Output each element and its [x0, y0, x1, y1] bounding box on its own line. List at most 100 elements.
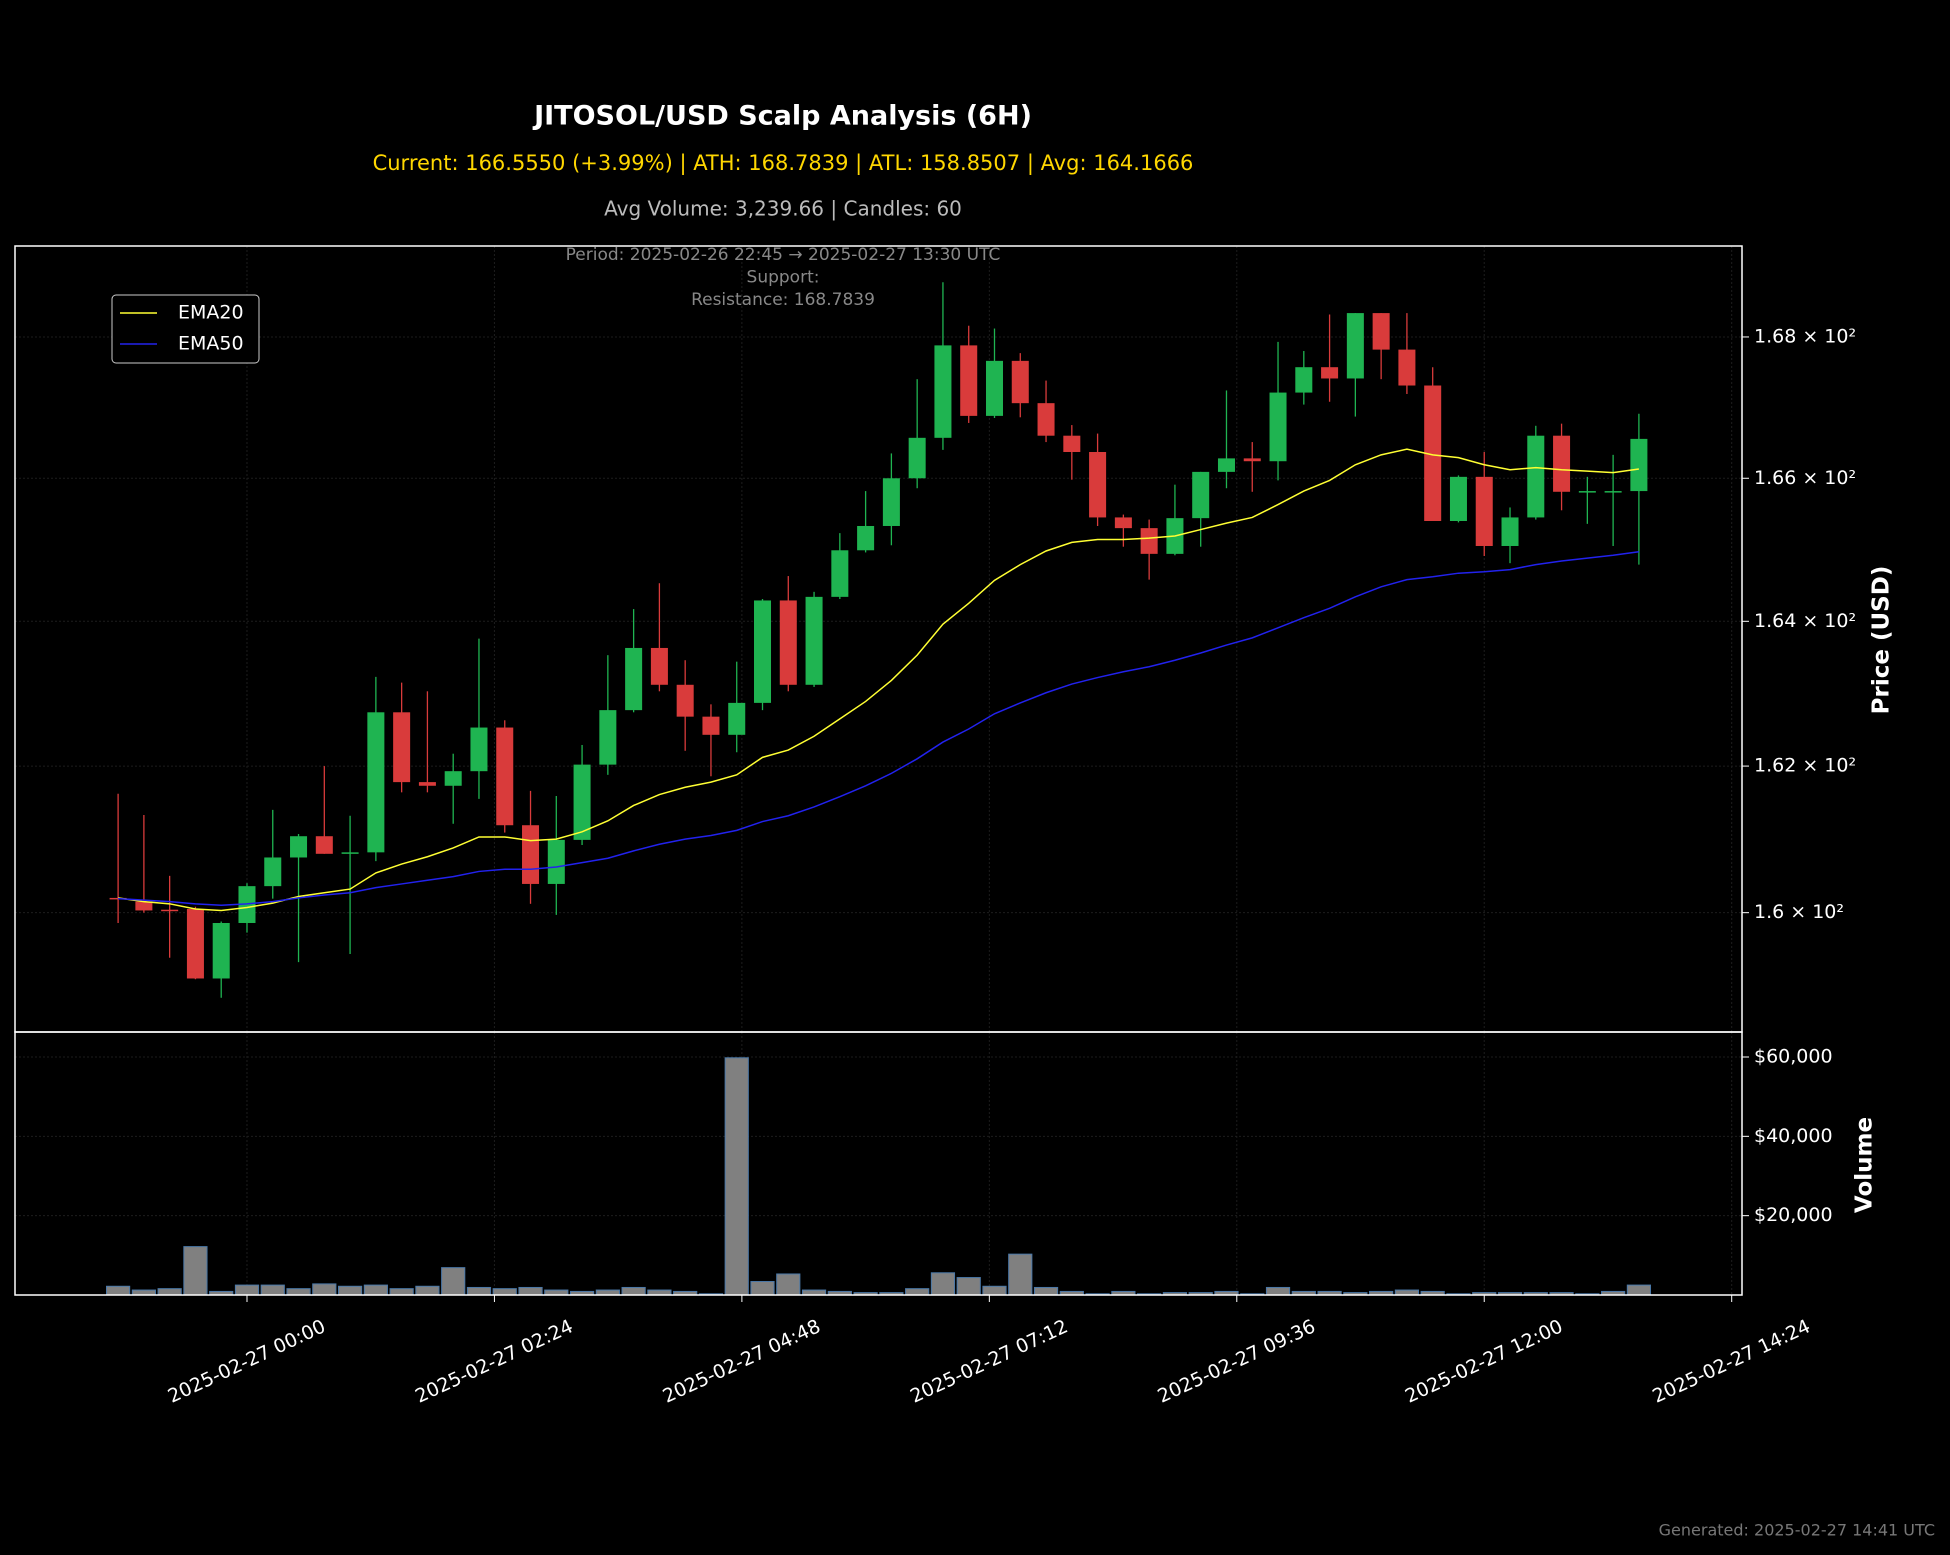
- candle-body: [1578, 491, 1596, 493]
- volume-bar: [724, 1057, 749, 1296]
- annotation: Support:: [747, 268, 820, 288]
- candle-body: [1398, 349, 1416, 386]
- candle-body: [315, 836, 333, 854]
- candle-body: [367, 712, 385, 853]
- y-tick-label: 1.64 × 10²: [1754, 610, 1856, 632]
- candle-body: [393, 712, 411, 783]
- volume-bar: [183, 1246, 208, 1296]
- y-tick-label: 1.68 × 10²: [1754, 325, 1856, 347]
- subtitle-2: Avg Volume: 3,239.66 | Candles: 60: [604, 197, 962, 221]
- legend-label: EMA50: [178, 333, 244, 355]
- annotation: Resistance: 168.7839: [691, 290, 875, 310]
- candle-body: [444, 771, 462, 786]
- candle-body: [985, 360, 1003, 416]
- annotation: Period: 2025-02-26 22:45 → 2025-02-27 13…: [566, 245, 1001, 265]
- y-tick-label: $40,000: [1754, 1125, 1833, 1147]
- candle-body: [1424, 385, 1442, 521]
- y-tick-label: $20,000: [1754, 1204, 1833, 1226]
- candle-body: [1604, 491, 1622, 493]
- candle-body: [831, 550, 849, 597]
- subtitle: Current: 166.5550 (+3.99%) | ATH: 168.78…: [373, 151, 1194, 176]
- volume-bar: [621, 1286, 646, 1296]
- volume-bar: [1033, 1286, 1059, 1296]
- volume-bar: [750, 1281, 775, 1296]
- legend-box: [111, 294, 260, 364]
- volume-bar: [286, 1288, 311, 1296]
- candle-body: [934, 345, 952, 438]
- chart-title: JITOSOL/USD Scalp Analysis (6H): [532, 101, 1032, 132]
- candle-body: [212, 922, 230, 979]
- candle-body: [1295, 367, 1313, 393]
- volume-frame: [14, 1031, 1743, 1296]
- candle-body: [290, 836, 308, 858]
- candle-body: [650, 647, 668, 685]
- volume-bar: [492, 1288, 517, 1296]
- volume-bar: [415, 1285, 440, 1296]
- candle-body: [1553, 435, 1571, 492]
- candle-body: [960, 345, 978, 416]
- candle-body: [238, 886, 256, 923]
- candle-body: [1089, 451, 1107, 518]
- candle-body: [1630, 438, 1648, 492]
- candle-body: [599, 710, 617, 765]
- candle-body: [1063, 435, 1081, 452]
- candle-body: [1372, 313, 1390, 350]
- y-tick-label: 1.62 × 10²: [1754, 755, 1856, 777]
- candle-body: [135, 901, 153, 911]
- y-tick-label: 1.6 × 10²: [1754, 901, 1844, 923]
- volume-bar: [518, 1286, 543, 1296]
- candle-body: [470, 727, 488, 772]
- volume-bar: [1265, 1286, 1291, 1296]
- candle-body: [702, 716, 720, 735]
- candle-body: [522, 825, 540, 884]
- volume-bar: [1008, 1253, 1033, 1296]
- y-axis-label: Price (USD): [1869, 566, 1895, 715]
- candle-body: [728, 702, 746, 735]
- candle-body: [1192, 471, 1210, 519]
- candle-body: [1527, 435, 1545, 518]
- volume-bar: [982, 1285, 1007, 1296]
- y-tick-label: $60,000: [1754, 1045, 1833, 1067]
- ema-line: [117, 448, 1640, 912]
- candle-body: [1037, 403, 1055, 436]
- y-tick-label: 1.66 × 10²: [1754, 467, 1856, 489]
- candle-body: [264, 857, 282, 887]
- candle-body: [676, 684, 694, 717]
- candle-body: [573, 764, 591, 840]
- footer: Generated: 2025-02-27 14:41 UTC: [1659, 1521, 1935, 1540]
- candle-body: [882, 478, 900, 526]
- candle-body: [1346, 313, 1364, 379]
- candle-body: [625, 647, 643, 711]
- candle-body: [1243, 458, 1261, 462]
- volume-bar: [441, 1267, 466, 1296]
- candle-body: [1475, 476, 1493, 546]
- candle-body: [1140, 528, 1158, 554]
- candle-body: [779, 600, 797, 685]
- volume-bar: [389, 1288, 414, 1296]
- candle-body: [908, 437, 926, 479]
- volume-bar: [905, 1288, 930, 1296]
- volume-bar: [956, 1277, 981, 1296]
- volume-bar: [363, 1284, 388, 1296]
- candle-body: [496, 727, 514, 826]
- volume-bar: [106, 1285, 131, 1296]
- candle-body: [1321, 367, 1339, 379]
- volume-bar: [930, 1272, 956, 1296]
- candle-body: [547, 839, 565, 884]
- candle-body: [1269, 392, 1287, 462]
- candle-body: [186, 908, 204, 979]
- legend-label: EMA20: [178, 302, 244, 324]
- candle-body: [805, 596, 823, 685]
- candle-body: [1114, 517, 1132, 529]
- volume-bar: [312, 1283, 337, 1296]
- volume-bar: [337, 1285, 363, 1296]
- candle-body: [1501, 517, 1519, 546]
- ema-line: [118, 550, 1640, 907]
- volume-bar: [1626, 1284, 1651, 1296]
- candle-body: [857, 525, 875, 551]
- volume-bar: [260, 1284, 285, 1296]
- candle-body: [341, 852, 359, 854]
- candle-body: [1217, 458, 1235, 472]
